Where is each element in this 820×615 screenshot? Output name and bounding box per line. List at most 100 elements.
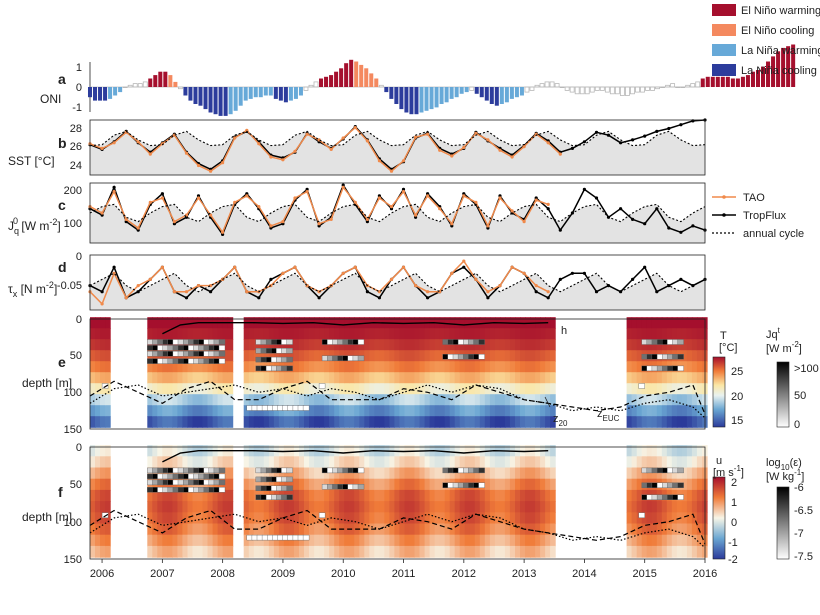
e-heat-cell [520, 383, 526, 395]
e-heat-cell [696, 372, 703, 384]
sst-ytick-28: 28 [70, 123, 82, 135]
f-heat-cell [334, 445, 340, 457]
oni-bar [750, 71, 755, 87]
f-heat-cell [95, 534, 101, 547]
f-heat-cell [525, 467, 531, 480]
e-heat-cell [379, 361, 386, 373]
e-heat-cell [504, 405, 511, 417]
f-heat-cell [499, 512, 506, 525]
f-heat-cell [454, 534, 461, 547]
oni-bar [303, 86, 309, 91]
f-heat-cell [369, 456, 375, 469]
oni-bar [132, 83, 138, 88]
f-heat-cell [661, 512, 668, 525]
e-heat-cell [304, 416, 310, 428]
e-heat-cell [384, 328, 391, 340]
f-heat-cell [374, 456, 380, 469]
f-heat-cell [636, 456, 643, 469]
f-heat-cell [177, 445, 184, 457]
jq-marker [218, 358, 226, 364]
f-heat-cell [329, 545, 335, 558]
f-heat-cell [404, 512, 411, 525]
e-heat-cell [389, 394, 396, 406]
e-heat-cell [289, 339, 295, 351]
e-heat-cell [157, 361, 163, 373]
f-heat-cell [278, 478, 285, 491]
e-heat-cell [248, 394, 255, 406]
f-heat-cell [177, 489, 184, 502]
e-heat-cell [636, 372, 643, 384]
f-heat-cell [454, 445, 461, 457]
velocity-heatmap [90, 445, 708, 558]
e-heat-cell [105, 372, 111, 384]
f-heat-cell [484, 467, 491, 480]
f-heat-cell [319, 534, 325, 547]
f-heat-cell [227, 501, 234, 513]
f-heat-cell [691, 523, 698, 536]
e-heat-cell [454, 328, 461, 340]
f-heat-cell [691, 512, 698, 525]
e-heat-cell [494, 383, 501, 395]
f-heat-cell [339, 501, 345, 513]
e-heat-cell [90, 372, 96, 384]
b-tao-point [100, 146, 104, 150]
e-heat-cell [217, 405, 224, 417]
e-heat-cell [686, 339, 693, 351]
epsilon-marker [218, 479, 226, 486]
c-tao-point [498, 196, 502, 200]
epsilon-cbar-tick-6: -6 [794, 482, 804, 494]
oni-bar [384, 87, 389, 93]
e-heat-cell [197, 328, 204, 340]
b-tao-point [281, 158, 285, 162]
e-heat-cell [294, 361, 300, 373]
f-heat-cell [444, 534, 451, 547]
e-heat-cell [167, 361, 174, 373]
e-heat-cell [344, 383, 350, 395]
f-heat-cell [299, 456, 305, 469]
e-heat-cell [283, 405, 290, 417]
velocity-lines [89, 449, 706, 549]
b-tropflux-point [570, 146, 575, 150]
e-heat-cell [399, 372, 406, 384]
f-heat-cell [509, 512, 516, 525]
oni-bar [589, 86, 595, 93]
f-heat-cell [424, 523, 431, 536]
oni-bar [705, 76, 710, 87]
f-heat-cell [646, 467, 653, 480]
e-heat-cell [626, 416, 633, 428]
f-heat-cell [504, 467, 511, 480]
e-heat-cell [192, 372, 199, 384]
f-heat-cell [691, 545, 698, 558]
f-heat-cell [389, 512, 396, 525]
f-heat-cell [253, 512, 260, 525]
e-heat-cell [90, 328, 96, 340]
e-heat-cell [359, 328, 365, 340]
e-heat-cell [696, 383, 703, 395]
f-heat-cell [369, 512, 375, 525]
f-heat-cell [339, 489, 345, 502]
f-heat-cell [525, 489, 531, 502]
e-heat-cell [359, 394, 365, 406]
f-heat-cell [349, 501, 355, 513]
f-heat-cell [464, 456, 471, 469]
oni-legend: El Niño warming El Niño cooling La Niña … [712, 4, 820, 77]
f-heat-cell [696, 534, 703, 547]
e-heat-cell [304, 394, 310, 406]
d-tao-point [148, 277, 152, 281]
f-heat-cell [162, 523, 168, 536]
e-heat-cell [515, 361, 521, 373]
f-heat-cell [520, 545, 526, 558]
oni-bars [87, 44, 796, 116]
e-heat-cell [95, 405, 101, 417]
f-heat-cell [354, 501, 360, 513]
f-heat-cell [334, 523, 340, 536]
e-heat-cell [334, 339, 340, 351]
f-heat-cell [283, 456, 290, 469]
e-heat-cell [459, 317, 466, 329]
f-heat-cell [324, 534, 330, 547]
f-heat-cell [212, 456, 219, 469]
e-heat-cell [379, 394, 386, 406]
e-heat-cell [444, 372, 451, 384]
panel-label-f: f [58, 484, 63, 500]
f-heat-cell [187, 456, 194, 469]
